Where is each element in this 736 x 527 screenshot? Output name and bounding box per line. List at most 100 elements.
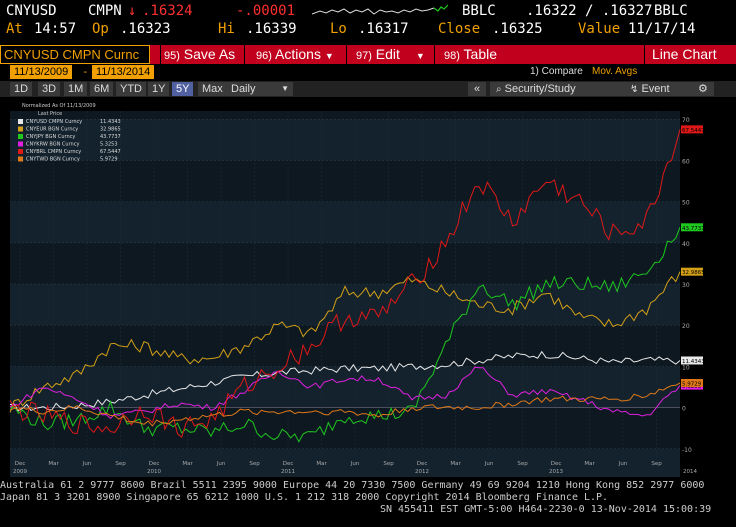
y-tick-label: 10 — [682, 364, 690, 371]
x-year-label: 2011 — [281, 469, 295, 475]
legend-series-name: CNYKRW BGN Curncy — [26, 142, 79, 148]
source: CMPN — [88, 3, 122, 19]
period-button-5y[interactable]: 5Y — [172, 82, 194, 96]
series-end-label-box — [681, 223, 703, 232]
x-tick-label: Sep — [249, 461, 260, 467]
series-end-label: 5.3253 — [682, 384, 702, 390]
legend-series-name: CNYJPY BGN Curncy — [26, 134, 75, 140]
change: -.00001 — [236, 3, 296, 19]
legend-series-value: 11.4343 — [100, 119, 121, 125]
save-as-button[interactable]: 95) Save As — [164, 46, 236, 62]
low-value: .16317 — [358, 21, 409, 37]
series-line-1 — [9, 271, 681, 413]
x-tick-label: Sep — [115, 461, 126, 467]
event-icon: ↯ — [630, 84, 639, 95]
footer-line-3: SN 455411 EST GMT-5:00 H464-2230-0 13-No… — [380, 504, 712, 515]
x-tick-label: Mar — [316, 461, 327, 467]
toolbar: CNYUSD CMPN Curnc 95) Save As 96) Action… — [0, 45, 736, 64]
event-button[interactable]: ↯ Event — [624, 82, 694, 96]
legend-title: Normalized As Of 11/13/2009 — [22, 103, 96, 109]
period-button-1y[interactable]: 1Y — [148, 82, 170, 96]
legend-series-name: CNYTWD BGN Curncy — [26, 157, 80, 163]
x-tick-label: Sep — [517, 461, 528, 467]
period-button-1d[interactable]: 1D — [10, 82, 33, 96]
x-tick-label: Jun — [618, 461, 628, 467]
chart-type-label[interactable]: Line Chart — [652, 46, 717, 62]
y-tick-label: 60 — [682, 158, 690, 165]
y-tick-label: 40 — [682, 241, 690, 248]
security-study-button[interactable]: ⌕ Security/Study — [490, 82, 624, 96]
x-year-label: 2013 — [549, 469, 563, 475]
legend-subtitle: Last Price — [38, 111, 62, 117]
last-price: .16324 — [142, 3, 193, 19]
bid-ask: .16322 / .16327 — [526, 3, 653, 19]
plot-band — [10, 119, 680, 161]
date-bar: 11/13/2009 - 11/13/2014 1) Compare Mov. … — [0, 64, 736, 80]
legend-series-name: CNYBRL CMPN Curncy — [26, 149, 81, 155]
period-button-6m[interactable]: 6M — [90, 82, 114, 96]
plot-band — [10, 201, 680, 243]
legend-series-name: CNYUSD CMPN Curncy — [26, 119, 82, 125]
compare-link[interactable]: 1) Compare — [530, 66, 583, 77]
period-bar: 1D 3D 1M 6M YTD 1Y 5Y Max Daily ▼ « ⌕ Security/… — [0, 81, 736, 97]
series-end-label-box — [681, 356, 703, 365]
x-tick-label: Dec — [417, 461, 428, 467]
security-field[interactable]: CNYUSD CMPN Curnc — [0, 45, 150, 64]
quote-row-2: At 14:57 Op .16323 Hi .16339 Lo .16317 C… — [0, 21, 736, 37]
open-label: Op — [92, 21, 109, 37]
end-date-field[interactable]: 11/13/2014 — [92, 65, 155, 79]
quote-row-1: CNYUSD CMPN ↓ .16324 -.00001 BBLC .16322… — [0, 3, 736, 19]
footer-line-1: Australia 61 2 9777 8600 Brazil 5511 239… — [0, 480, 705, 491]
high-value: .16339 — [246, 21, 297, 37]
ticker: CNYUSD — [6, 3, 57, 19]
down-arrow-icon: ↓ — [128, 3, 137, 19]
series-end-label: 67.5447 — [682, 128, 705, 134]
dropdown-arrow-icon: ▼ — [281, 84, 289, 93]
series-end-label: 11.4343 — [682, 359, 705, 365]
x-tick-label: Jun — [82, 461, 92, 467]
plot-band — [10, 448, 680, 490]
x-tick-label: Jun — [484, 461, 494, 467]
legend-swatch — [18, 141, 23, 147]
value-date: 11/17/14 — [628, 21, 696, 37]
legend-series-value: 43.7737 — [100, 134, 121, 140]
frequency-dropdown[interactable]: Daily ▼ — [227, 82, 293, 96]
gear-icon[interactable]: ⚙ — [692, 82, 714, 96]
y-tick-label: 70 — [682, 117, 690, 124]
series-end-label-box — [681, 378, 703, 387]
table-button[interactable]: 98) Table — [444, 46, 498, 62]
period-button-3d[interactable]: 3D — [38, 82, 61, 96]
x-tick-label: Dec — [283, 461, 294, 467]
period-button-ytd[interactable]: YTD — [116, 82, 146, 96]
edit-button[interactable]: 97) Edit ▼ — [356, 46, 425, 62]
y-tick-label: 30 — [682, 282, 690, 289]
series-end-label: 43.7737 — [682, 226, 705, 232]
start-date-field[interactable]: 11/13/2009 — [10, 65, 73, 79]
period-button-max[interactable]: Max — [198, 82, 227, 96]
mov-avgs-link[interactable]: Mov. Avgs — [592, 66, 638, 77]
collapse-icon[interactable]: « — [468, 82, 487, 96]
time: 14:57 — [34, 21, 77, 37]
at-label: At — [6, 21, 23, 37]
date-separator: - — [82, 65, 89, 78]
actions-button[interactable]: 96) Actions ▼ — [256, 46, 334, 62]
high-label: Hi — [218, 21, 235, 37]
series-line-5 — [9, 382, 681, 427]
series-end-label: 5.9729 — [682, 381, 702, 387]
x-tick-label: Mar — [584, 461, 595, 467]
series-end-label-box — [681, 125, 703, 134]
series-line-4 — [9, 129, 681, 439]
sparkline — [312, 4, 448, 15]
legend-series-value: 5.3253 — [100, 142, 118, 148]
x-tick-label: Mar — [48, 461, 59, 467]
open-value: .16323 — [120, 21, 171, 37]
legend-swatch — [18, 119, 23, 124]
period-button-1m[interactable]: 1M — [64, 82, 88, 96]
ask-source: BBLC — [654, 3, 688, 19]
legend-series-value: 32.9865 — [100, 127, 121, 133]
x-year-label: 2014 — [683, 469, 697, 475]
x-year-label: 2009 — [13, 469, 27, 475]
dropdown-arrow-icon: ▼ — [324, 51, 334, 61]
dropdown-arrow-icon: ▼ — [415, 51, 425, 61]
